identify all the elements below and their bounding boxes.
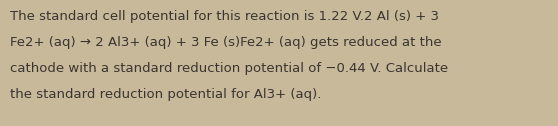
Text: Fe2+ (aq) → 2 Al3+ (aq) + 3 Fe (s)Fe2+ (aq) gets reduced at the: Fe2+ (aq) → 2 Al3+ (aq) + 3 Fe (s)Fe2+ (… bbox=[10, 36, 441, 49]
Text: cathode with a standard reduction potential of −0.44 V. Calculate: cathode with a standard reduction potent… bbox=[10, 62, 448, 75]
Text: The standard cell potential for this reaction is 1.22 V.2 Al (s) + 3: The standard cell potential for this rea… bbox=[10, 10, 439, 23]
Text: the standard reduction potential for Al3+ (aq).: the standard reduction potential for Al3… bbox=[10, 88, 321, 101]
